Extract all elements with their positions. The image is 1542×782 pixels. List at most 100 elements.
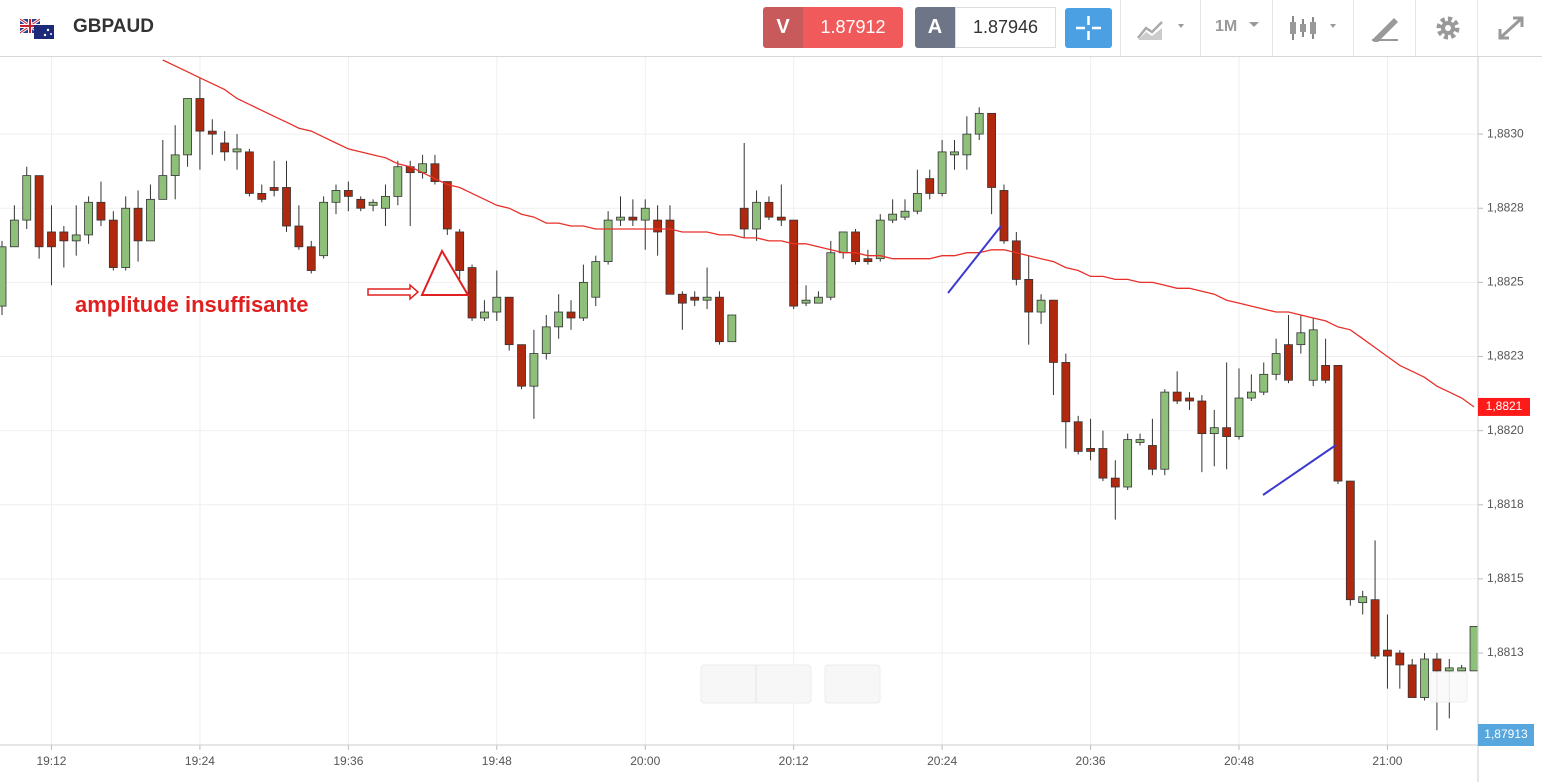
candle-body	[343, 190, 353, 197]
candle-body	[34, 175, 44, 248]
candle-body	[888, 213, 898, 221]
candle-body	[987, 112, 996, 188]
candle-body	[331, 190, 341, 203]
timeframe-button[interactable]: 1M	[1215, 18, 1238, 35]
candle-body	[207, 130, 217, 135]
candle-body	[504, 296, 514, 346]
candle-body	[838, 231, 848, 254]
candle-body	[269, 187, 279, 191]
candle-body	[1246, 391, 1256, 399]
crosshair-button[interactable]	[1065, 8, 1112, 48]
candle-body	[294, 225, 304, 248]
y-tick-label: 1,8823	[1487, 349, 1524, 363]
bid-price-label: 1,87913	[1484, 727, 1528, 741]
candle-body	[1160, 391, 1170, 470]
buy-price[interactable]: 1.87946	[955, 7, 1056, 48]
candle-body	[0, 246, 7, 307]
separator	[1200, 0, 1201, 56]
tooltip-box	[1429, 671, 1468, 703]
candle-body	[158, 175, 168, 200]
flag-icon	[20, 19, 54, 39]
candle-body	[1370, 599, 1380, 657]
candle-body	[1172, 391, 1182, 402]
x-tick-label: 19:12	[36, 754, 66, 768]
settings-button[interactable]	[1434, 14, 1462, 42]
candle-body	[1086, 448, 1095, 452]
candle-body	[529, 353, 539, 387]
candle-body	[739, 207, 749, 230]
symbol: GBPAUD	[73, 16, 154, 37]
y-tick-label: 1,8820	[1487, 423, 1524, 437]
candle-body	[393, 166, 403, 197]
candle-body	[1345, 480, 1355, 601]
candle-body	[653, 219, 663, 233]
separator	[1477, 0, 1478, 56]
candle-body	[1259, 373, 1269, 393]
candle-body	[47, 231, 56, 248]
fullscreen-button[interactable]	[1496, 14, 1526, 42]
x-tick-label: 21:00	[1372, 754, 1402, 768]
chart-type-button[interactable]	[1136, 16, 1192, 42]
candle-body	[517, 344, 526, 387]
candle-body	[665, 219, 675, 295]
y-tick-label: 1,8825	[1487, 275, 1524, 289]
candle-body	[640, 207, 650, 221]
candle-body	[492, 296, 502, 313]
separator	[1272, 0, 1273, 56]
buy-button[interactable]: A	[915, 7, 955, 48]
annotation-arrow	[367, 283, 420, 301]
x-tick-label: 20:12	[779, 754, 809, 768]
candle-body	[22, 175, 32, 221]
candle-body	[1395, 652, 1405, 666]
candle-body	[1308, 329, 1318, 381]
candle-body	[319, 201, 329, 257]
candle-body	[96, 201, 106, 221]
candle-body	[146, 198, 155, 242]
candle-body	[108, 219, 118, 268]
candle-body	[381, 195, 390, 209]
candle-body	[1049, 299, 1058, 363]
candle-body	[727, 314, 737, 343]
trend-line	[947, 225, 1002, 294]
candle-body	[133, 207, 143, 242]
candle-body	[628, 216, 638, 221]
y-tick-label: 1,8813	[1487, 645, 1524, 659]
draw-tool-button[interactable]	[1370, 14, 1400, 42]
dropdown-arrow	[1249, 22, 1259, 27]
candle-body	[826, 252, 836, 298]
y-tick-label: 1,8830	[1487, 126, 1524, 140]
candle-body	[455, 231, 465, 271]
candle-body	[195, 98, 205, 132]
candle-body	[1321, 365, 1330, 381]
candle-body	[1444, 667, 1454, 672]
sell-price[interactable]: 1.87912	[803, 7, 903, 48]
candle-body	[801, 299, 811, 304]
candle-body	[715, 296, 724, 343]
candle-body	[220, 142, 230, 153]
candle-body	[84, 201, 93, 236]
candle-body	[170, 154, 180, 177]
candle-body	[1123, 439, 1133, 488]
candle-body	[9, 219, 19, 248]
candle-body	[690, 296, 700, 301]
candle-style-button[interactable]	[1288, 13, 1344, 43]
candle-body	[1011, 240, 1021, 280]
candle-body	[752, 201, 761, 230]
candle-body	[789, 219, 799, 307]
sell-button[interactable]: V	[763, 7, 803, 48]
candle-body	[950, 151, 959, 156]
candle-body	[925, 178, 935, 194]
candle-body	[814, 296, 823, 304]
candle-body	[764, 201, 774, 218]
candle-body	[851, 231, 860, 263]
candle-body	[1234, 397, 1244, 437]
candle-body	[937, 151, 947, 194]
candle-body	[616, 216, 625, 221]
candle-body	[257, 193, 267, 200]
candle-body	[282, 187, 291, 227]
reset-control[interactable]	[824, 664, 881, 704]
y-tick-label: 1,8818	[1487, 497, 1524, 511]
